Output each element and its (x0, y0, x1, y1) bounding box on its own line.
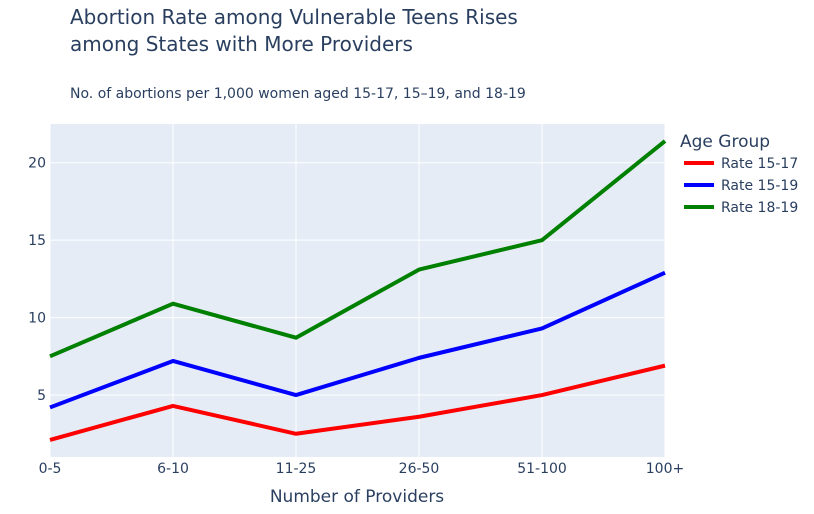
legend-title: Age Group (680, 132, 770, 152)
plot-area (50, 124, 665, 457)
x-axis-title: Number of Providers (270, 487, 444, 507)
gridlines (49, 124, 666, 457)
y-tick-label: 15 (28, 233, 46, 249)
chart-title-line-2: among States with More Providers (70, 32, 413, 56)
chart-title-line-1: Abortion Rate among Vulnerable Teens Ris… (70, 5, 518, 29)
x-tick-label: 100+ (646, 461, 684, 477)
x-tick-label: 51-100 (517, 461, 567, 477)
chart-subtitle: No. of abortions per 1,000 women aged 15… (70, 86, 526, 102)
series-line (49, 270, 666, 410)
series-line (49, 139, 667, 359)
legend[interactable]: Age Group Rate 15-17 Rate 15-19 Rate 18-19 (680, 132, 798, 216)
y-tick-label: 20 (28, 156, 46, 172)
x-tick-label: 11-25 (276, 461, 317, 477)
legend-item-label: Rate 18-19 (721, 200, 798, 216)
series-lines (49, 139, 667, 442)
x-tick-label: 26-50 (399, 461, 440, 477)
x-tick-label: 0-5 (39, 461, 62, 477)
series-line (49, 363, 666, 442)
y-tick-label: 10 (28, 311, 46, 327)
y-tick-label: 5 (37, 388, 46, 404)
legend-item-label: Rate 15-17 (721, 156, 798, 172)
y-tick-labels: 5 10 15 20 (28, 156, 46, 404)
x-tick-labels: 0-5 6-10 11-25 26-50 51-100 100+ (39, 461, 685, 477)
legend-item-label: Rate 15-19 (721, 178, 798, 194)
x-tick-label: 6-10 (157, 461, 189, 477)
